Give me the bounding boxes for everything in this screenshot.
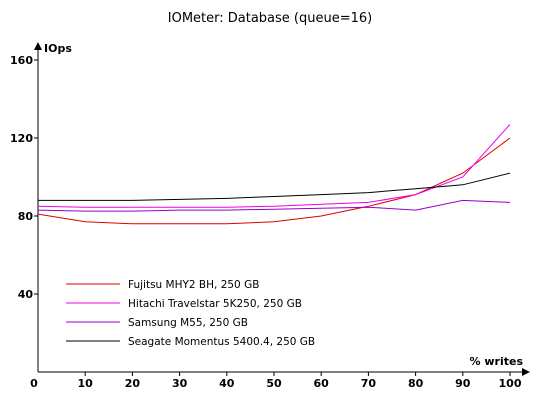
legend: Fujitsu MHY2 BH, 250 GB Hitachi Travelsta… [66,279,315,348]
series-line-3 [37,199,511,212]
x-tick-label: 100 [499,377,522,390]
series-line-2 [37,124,511,208]
x-tick-label: 0 [30,377,38,390]
legend-label: Seagate Momentus 5400.4, 250 GB [128,336,315,348]
x-tick-label: 70 [361,377,377,390]
y-tick-label: 80 [18,210,34,223]
axes [34,42,530,376]
x-tick-label: 80 [408,377,424,390]
x-tick-label: 40 [219,377,235,390]
x-tick-label: 30 [172,377,188,390]
x-tick-label: 20 [125,377,141,390]
x-ticks: 0 10 20 30 40 50 60 70 80 90 100 [30,372,522,390]
legend-label: Fujitsu MHY2 BH, 250 GB [128,279,259,291]
x-axis-arrow [522,368,530,376]
legend-label: Samsung M55, 250 GB [128,317,248,329]
y-axis-arrow [34,42,42,50]
y-tick-label: 40 [18,288,34,301]
y-axis-label: IOps [44,42,72,55]
x-axis-label: % writes [470,355,524,368]
y-ticks: 40 80 120 160 [10,54,38,301]
series-line-4 [38,172,511,201]
x-tick-label: 10 [78,377,94,390]
x-tick-label: 90 [455,377,471,390]
x-tick-label: 50 [266,377,282,390]
y-tick-label: 120 [10,132,33,145]
chart-title: IOMeter: Database (queue=16) [168,11,372,26]
y-tick-label: 160 [10,54,33,67]
series-lines [37,124,511,225]
legend-label: Hitachi Travelstar 5K250, 250 GB [128,298,302,310]
x-tick-label: 60 [314,377,330,390]
